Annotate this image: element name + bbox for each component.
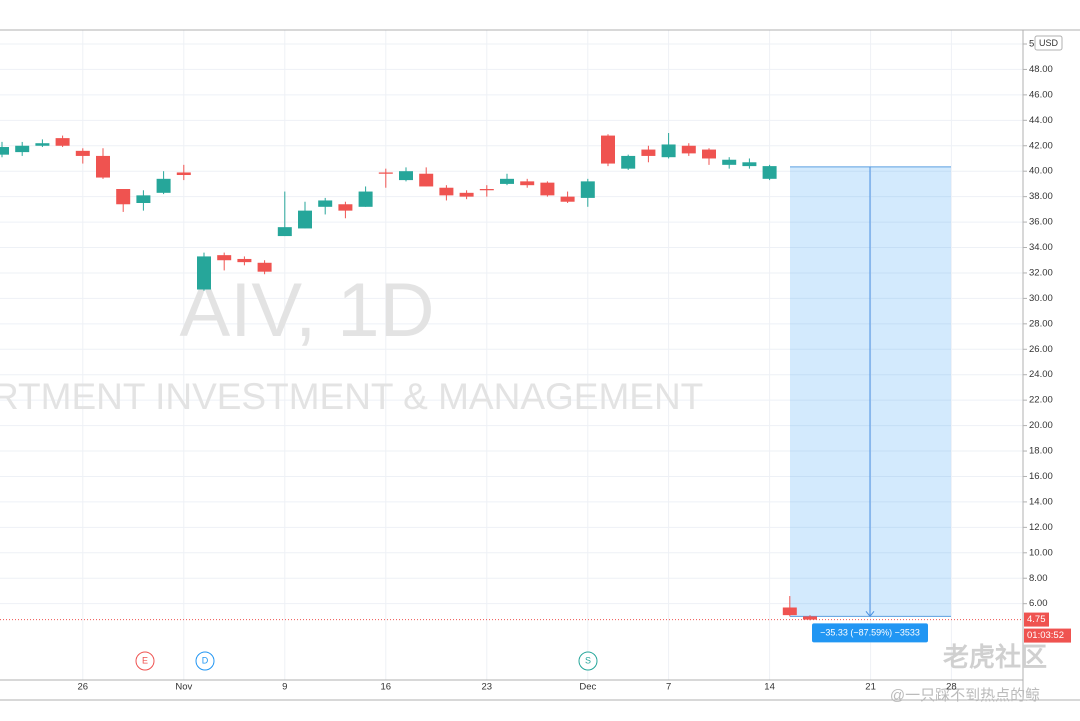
candle-body — [55, 138, 70, 146]
candle-body — [116, 189, 131, 205]
x-tick-label: 21 — [865, 682, 876, 693]
candle-body — [702, 149, 716, 159]
candle-body — [197, 256, 211, 290]
countdown-box — [1024, 628, 1071, 643]
y-tick-label: 36.00 — [1029, 217, 1053, 228]
x-tick-label: Nov — [175, 682, 192, 693]
candle-body — [35, 143, 50, 146]
x-tick-label: 7 — [666, 682, 671, 693]
candle-body — [580, 181, 595, 198]
y-tick-label: 48.00 — [1029, 64, 1053, 75]
measure-arrowhead — [865, 611, 875, 618]
candle-body — [803, 616, 817, 620]
y-tick-label: 20.00 — [1029, 420, 1053, 431]
grid — [0, 30, 1023, 680]
y-tick-label: 16.00 — [1029, 471, 1053, 482]
y-tick-label: 42.00 — [1029, 140, 1053, 151]
y-tick-label: 44.00 — [1029, 115, 1053, 126]
y-tick-label: 26.00 — [1029, 344, 1053, 355]
y-tick-label: 18.00 — [1029, 446, 1053, 457]
candle-body — [15, 145, 30, 153]
candle-body — [782, 607, 797, 616]
x-tick-label: 28 — [946, 682, 957, 693]
y-tick-label: 6.00 — [1029, 598, 1048, 609]
candle-body — [176, 172, 191, 176]
candle-body — [621, 155, 636, 169]
candle-body — [520, 181, 535, 186]
countdown-label: 01:03:52 — [1027, 630, 1064, 641]
candle-body — [399, 171, 413, 181]
candle-body — [75, 150, 90, 156]
event-marker — [578, 651, 598, 671]
candle-body — [479, 189, 494, 191]
candle-body — [742, 162, 757, 167]
candle-body — [0, 147, 9, 155]
measure-label: −35.33 (−87.59%) −3533 — [820, 628, 920, 638]
candle-body — [338, 204, 353, 211]
y-tick-label: 10.00 — [1029, 547, 1053, 558]
candle-body — [358, 191, 373, 207]
candle-body — [298, 210, 312, 229]
x-tick-label: 9 — [282, 682, 287, 693]
y-tick-label: 46.00 — [1029, 89, 1053, 100]
y-tick-label: 40.00 — [1029, 166, 1053, 177]
x-tick-label: 26 — [78, 682, 89, 693]
event-label: E — [142, 655, 148, 665]
candle-body — [237, 258, 252, 263]
event-label: D — [202, 655, 209, 665]
x-tick-label: 14 — [764, 682, 775, 693]
measure-label-box — [812, 623, 928, 643]
event-marker — [195, 651, 215, 671]
symbol-watermark: AIV, 1D — [180, 268, 435, 353]
candle-body — [681, 145, 696, 154]
y-tick-label: 14.00 — [1029, 496, 1053, 507]
candle-body — [96, 155, 110, 178]
x-tick-label: 16 — [381, 682, 392, 693]
candle-body — [318, 200, 333, 207]
candle-body — [156, 178, 171, 193]
candle-body — [378, 172, 393, 174]
y-tick-label: 34.00 — [1029, 242, 1053, 253]
last-price-label: 4.75 — [1027, 614, 1046, 625]
name-watermark: APARTMENT INVESTMENT & MANAGEMENT — [0, 376, 703, 417]
x-tick-label: 23 — [482, 682, 493, 693]
y-tick-label: 32.00 — [1029, 267, 1053, 278]
logo-watermark: 老虎社区 — [943, 642, 1047, 672]
last-price-box — [1024, 612, 1049, 627]
candle-body — [722, 159, 737, 165]
candle-body — [257, 262, 272, 272]
candle-body — [439, 187, 454, 196]
candle-body — [419, 173, 434, 187]
candle-body — [217, 255, 232, 261]
candle-body — [560, 196, 575, 202]
plot-area: AIV, 1D APARTMENT INVESTMENT & MANAGEMEN… — [0, 30, 1023, 680]
y-tick-label: 22.00 — [1029, 395, 1053, 406]
currency-label: USD — [1039, 38, 1059, 48]
candle-body — [500, 178, 514, 184]
event-marker — [135, 651, 155, 671]
author-watermark: @一只踩不到热点的鲸 — [890, 687, 1040, 704]
candle-body — [459, 192, 474, 197]
y-tick-label: 28.00 — [1029, 318, 1053, 329]
y-tick-label: 30.00 — [1029, 293, 1053, 304]
event-label: S — [585, 655, 591, 665]
candle-body — [277, 227, 292, 237]
candle-body — [641, 149, 656, 156]
y-tick-label: 24.00 — [1029, 369, 1053, 380]
y-tick-label: 38.00 — [1029, 191, 1053, 202]
y-tick-label: 12.00 — [1029, 522, 1053, 533]
candle-body — [136, 195, 151, 203]
currency-box — [1034, 35, 1063, 51]
y-tick-label: 8.00 — [1029, 573, 1048, 584]
candle-body — [540, 182, 555, 196]
candle-body — [601, 135, 615, 164]
x-tick-label: Dec — [579, 682, 596, 693]
candle-body — [661, 144, 676, 158]
candle-body — [762, 166, 777, 179]
